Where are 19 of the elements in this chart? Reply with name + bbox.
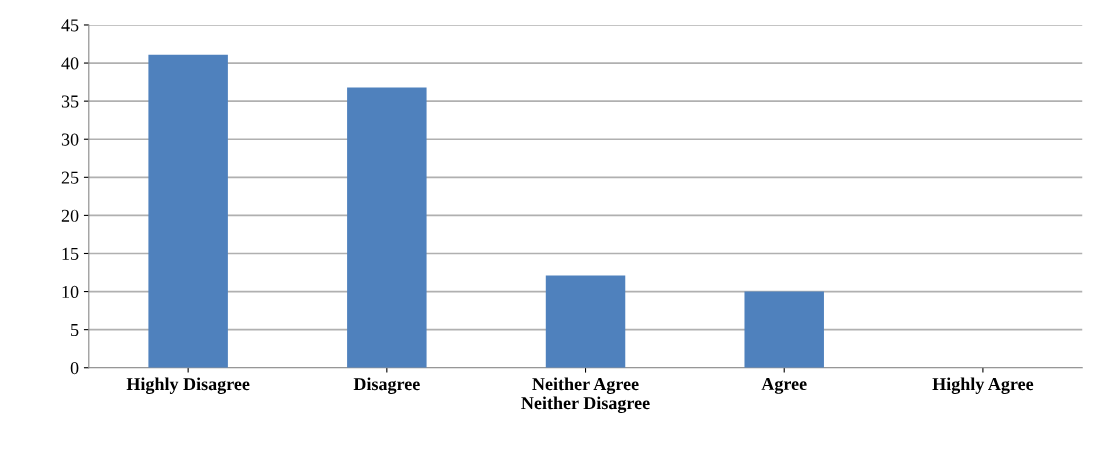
y-tick-label: 20 bbox=[61, 209, 79, 222]
y-tick-label: 40 bbox=[61, 57, 79, 70]
x-tick-label: Agree bbox=[761, 377, 807, 394]
y-tick-label: 45 bbox=[61, 19, 79, 32]
x-tick-label: Highly Disagree bbox=[126, 377, 250, 394]
y-tick-label: 15 bbox=[62, 247, 79, 260]
y-tick-label: 30 bbox=[61, 133, 79, 146]
x-tick-label: Highly Agree bbox=[932, 377, 1034, 394]
bar bbox=[744, 291, 824, 368]
y-tick-label: 0 bbox=[70, 362, 79, 375]
x-tick-label: Disagree bbox=[353, 377, 420, 394]
bar bbox=[148, 54, 228, 368]
y-tick-label: 25 bbox=[61, 171, 79, 184]
bar bbox=[545, 275, 626, 368]
x-tick-label: Neither Agree Neither Disagree bbox=[521, 377, 650, 413]
bar bbox=[347, 87, 427, 368]
y-tick-label: 10 bbox=[62, 285, 79, 299]
y-tick-label: 5 bbox=[71, 324, 79, 337]
y-tick-label: 35 bbox=[61, 95, 79, 108]
